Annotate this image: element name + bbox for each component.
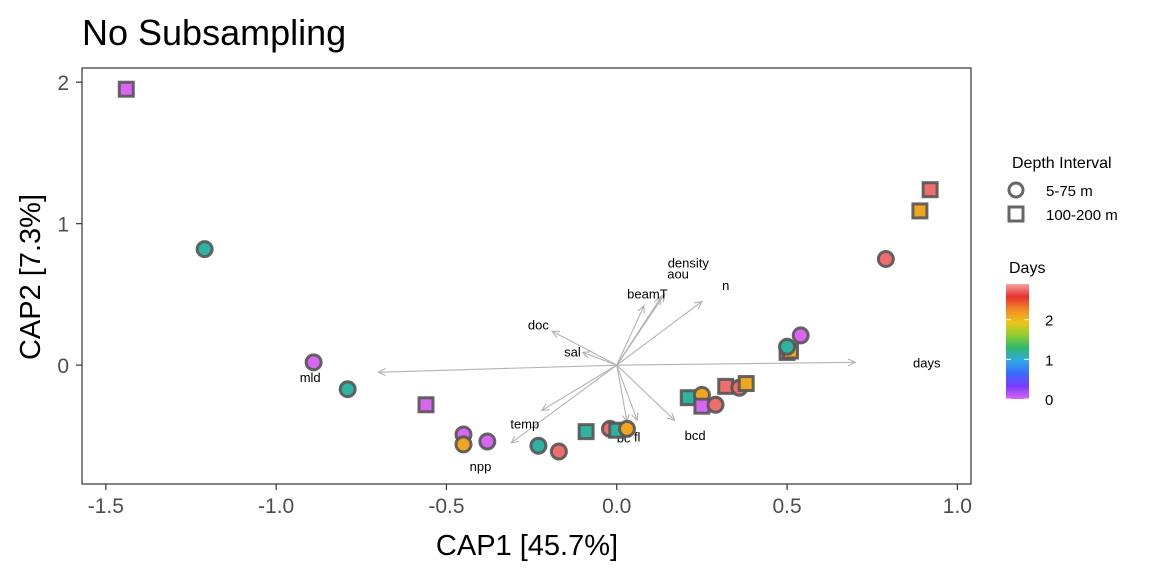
sample-point-circle xyxy=(304,353,323,372)
y-axis-ticks: 0 1 2 xyxy=(57,72,82,378)
sample-point-circle xyxy=(338,380,357,399)
y-axis-label: CAP2 [7.3%] xyxy=(15,194,47,360)
vector-label-bcd: bcd xyxy=(685,428,706,443)
colorbar-ticks: 0 1 2 xyxy=(1006,313,1053,409)
vector-label-n: n xyxy=(722,278,729,293)
vector-label-days: days xyxy=(913,356,941,371)
vector-arrow-sal xyxy=(581,351,617,366)
x-tick-label: -1.5 xyxy=(88,495,124,518)
legend-square-key xyxy=(1007,205,1025,223)
vector-arrow-aou xyxy=(616,296,662,366)
vector-label-density: density xyxy=(668,255,710,270)
chart-title: No Subsampling xyxy=(82,12,346,53)
vector-arrow-temp xyxy=(540,364,618,412)
sample-point-circle xyxy=(529,436,548,455)
sample-point-circle xyxy=(454,435,473,454)
sample-point-square xyxy=(921,181,939,199)
legend: Depth Interval 5-75 m 100-200 m Days 0 1 2 xyxy=(1006,155,1118,409)
x-axis-ticks: -1.5 -1.0 -0.5 0.0 0.5 1.0 xyxy=(88,484,972,518)
vector-label-sal: sal xyxy=(564,344,581,359)
vector-label-aou: aou xyxy=(667,267,689,282)
sample-point-circle xyxy=(791,326,810,345)
sample-point-square xyxy=(577,423,595,441)
colorbar-tick-label: 0 xyxy=(1045,392,1053,409)
sample-point-circle xyxy=(706,395,725,414)
vector-arrow-doc xyxy=(550,330,618,366)
sample-point-circle xyxy=(778,337,797,356)
sample-point-square xyxy=(117,80,135,98)
vector-label-doc: doc xyxy=(528,318,549,333)
sample-point-square xyxy=(417,396,435,414)
vector-arrow-npp xyxy=(510,364,618,444)
colorbar-tick-label: 2 xyxy=(1045,313,1053,330)
vector-arrow-beamT xyxy=(616,304,645,366)
legend-circle-label: 5-75 m xyxy=(1046,183,1093,200)
vector-label-temp: temp xyxy=(510,417,539,432)
x-tick-label: -1.0 xyxy=(258,495,294,518)
y-tick-label: 0 xyxy=(57,355,69,378)
x-tick-label: 1.0 xyxy=(943,495,972,518)
plot-panel xyxy=(81,67,972,485)
vector-arrow-days xyxy=(616,358,857,367)
x-tick-label: 0.5 xyxy=(772,495,801,518)
vector-label-fl: fl xyxy=(634,429,641,444)
sample-point-circle xyxy=(478,432,497,451)
biplot-vector-labels: densityaoubeamTndocsaldaysmldtempnppbcdb… xyxy=(300,255,941,474)
sample-point-circle xyxy=(876,250,895,269)
biplot-vectors xyxy=(377,293,857,444)
sample-point-circle xyxy=(195,240,214,259)
days-colorbar xyxy=(1006,284,1029,399)
vector-label-mld: mld xyxy=(300,370,321,385)
vector-label-npp: npp xyxy=(470,459,492,474)
colorbar-tick-label: 1 xyxy=(1045,352,1053,369)
x-tick-label: 0.0 xyxy=(602,495,631,518)
vector-arrow-fl xyxy=(616,364,639,422)
panel-border xyxy=(81,67,972,485)
legend-shape-title: Depth Interval xyxy=(1012,155,1112,172)
x-axis-label: CAP1 [45.7%] xyxy=(436,530,618,562)
y-tick-label: 1 xyxy=(57,214,69,237)
vector-arrow-mld xyxy=(377,364,617,376)
sample-point-square xyxy=(911,202,929,220)
sample-point-circle xyxy=(549,442,568,461)
legend-color-title: Days xyxy=(1009,260,1045,277)
y-tick-label: 2 xyxy=(57,72,69,95)
sample-points xyxy=(117,80,939,461)
vector-label-beamT: beamT xyxy=(627,286,668,301)
vector-arrow-bcd xyxy=(616,364,676,422)
x-tick-label: -0.5 xyxy=(428,495,464,518)
sample-point-square xyxy=(737,375,755,393)
legend-square-label: 100-200 m xyxy=(1046,207,1118,224)
legend-circle-key xyxy=(1007,181,1025,199)
sample-point-circle xyxy=(617,419,636,438)
vector-arrow-n xyxy=(616,300,703,366)
